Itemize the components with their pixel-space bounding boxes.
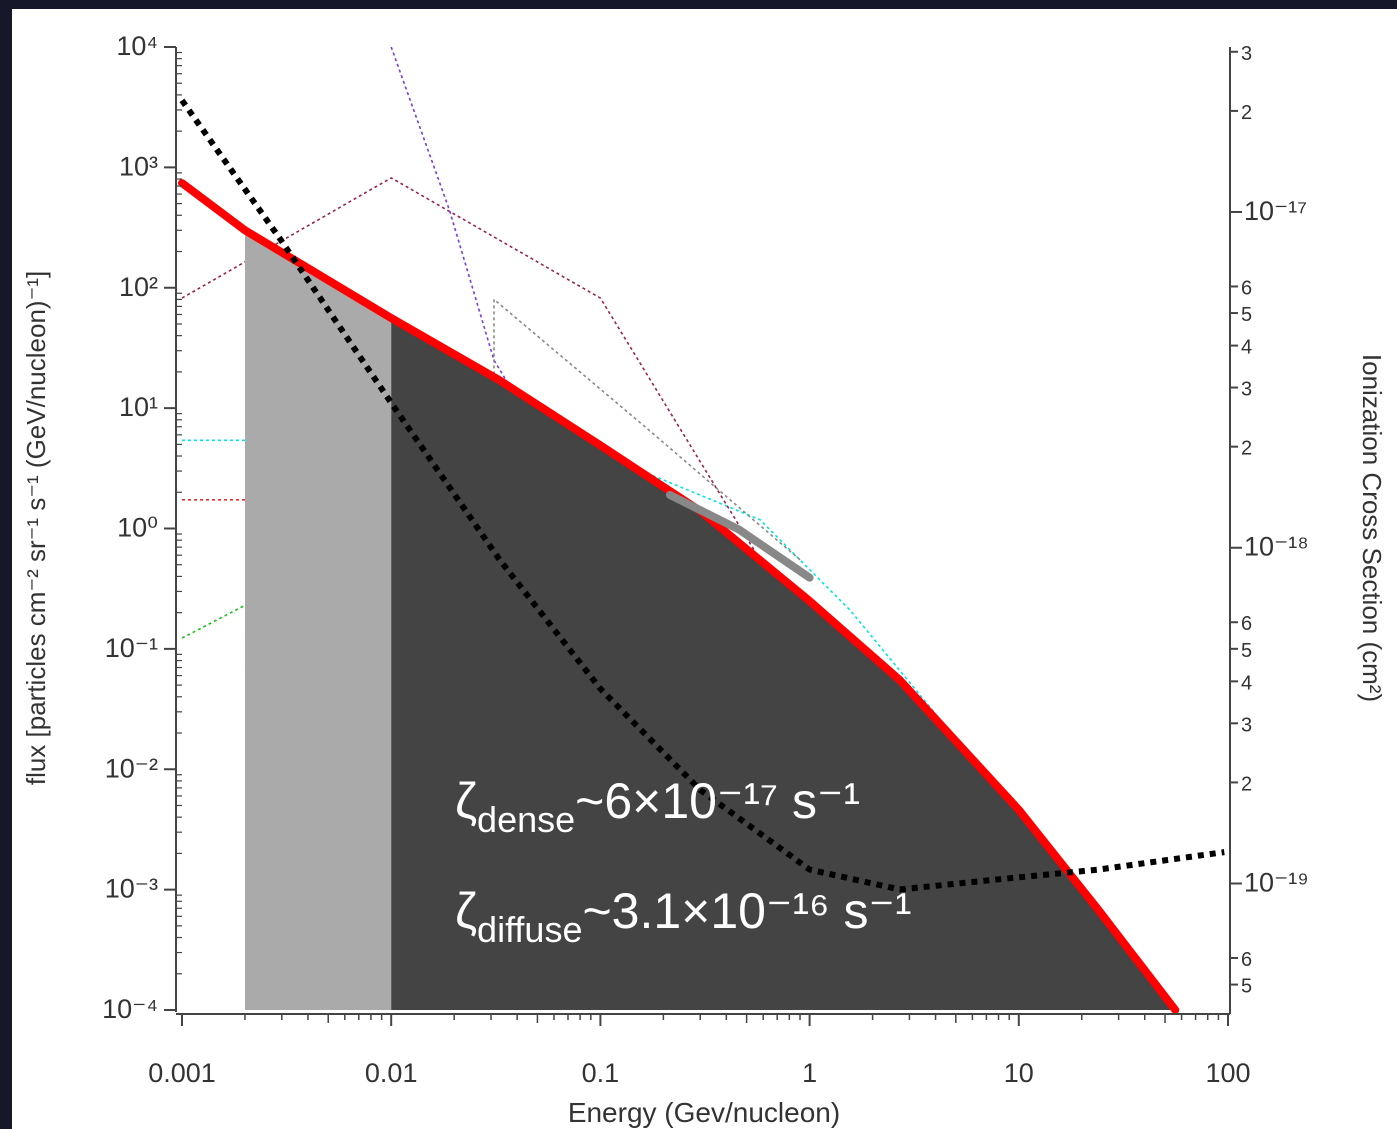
annotation-symbol: ζ (455, 883, 477, 939)
series-line (665, 490, 814, 582)
y2-tick-label: 2 (1241, 438, 1252, 460)
y-tick-label: 10⁻¹ (105, 633, 158, 663)
y2-tick-label: 4 (1241, 337, 1252, 359)
y2-tick-label: 2 (1241, 773, 1252, 795)
y2-tick-label: 5 (1241, 976, 1252, 998)
area-layer (244, 230, 1176, 1011)
shaded-region (391, 318, 1176, 1011)
y2-axis-label: Ionization Cross Section (cm²) (1357, 354, 1387, 702)
x-tick-label: 0.1 (582, 1058, 620, 1088)
y2-tick-label: 4 (1241, 672, 1252, 694)
y-axis-label: flux [particles cm⁻² sr⁻¹ s⁻¹ (GeV/nucle… (21, 271, 51, 785)
y2-tick-label: 3 (1241, 43, 1252, 65)
series-line (390, 46, 511, 388)
y2-tick-label: 6 (1241, 949, 1252, 971)
y2-tick-label: 10⁻¹⁹ (1244, 868, 1309, 898)
y2-tick-label: 2 (1241, 102, 1252, 124)
x-axis-label: Energy (Gev/nucleon) (568, 1097, 840, 1128)
y2-tick-label: 5 (1241, 640, 1252, 662)
series-line (179, 98, 1225, 893)
y-tick-label: 10³ (119, 151, 158, 181)
y2-tick-label: 10⁻¹⁷ (1244, 196, 1307, 226)
y-tick-label: 10⁻² (105, 753, 158, 783)
annotation-text: ~3.1×10⁻¹⁶ s⁻¹ (582, 883, 911, 939)
annotation: ζdense~6×10⁻¹⁷ s⁻¹ (455, 773, 860, 840)
axes-layer: 0.001 0.01 0.1 1 10 100 10⁴ 10³ 10² 10¹ 10⁰ 10⁻¹ 10⁻… (102, 31, 1309, 1088)
series-line (493, 298, 801, 561)
x-tick-label: 1 (802, 1058, 817, 1088)
x-tick-label: 0.01 (365, 1058, 418, 1088)
y-tick-label: 10⁰ (117, 513, 158, 543)
y-tick-label: 10² (119, 272, 158, 302)
annotation-subscript: dense (477, 799, 575, 840)
y2-tick-label: 3 (1241, 379, 1252, 401)
x-tick-label: 10 (1004, 1058, 1034, 1088)
y-tick-label: 10¹ (119, 392, 158, 422)
y-tick-label: 10⁻³ (105, 874, 158, 904)
y-tick-label: 10⁴ (116, 31, 158, 61)
annotation-subscript: diffuse (477, 909, 582, 950)
y2-tick-label: 10⁻¹⁸ (1244, 532, 1309, 562)
annotation: ζdiffuse~3.1×10⁻¹⁶ s⁻¹ (455, 883, 912, 950)
series-line (181, 177, 761, 561)
y-tick-label: 10⁻⁴ (102, 994, 158, 1024)
y2-tick-label: 6 (1241, 277, 1252, 299)
y2-tick-label: 3 (1241, 714, 1252, 736)
annotation-symbol: ζ (455, 773, 477, 829)
x-tick-label: 0.001 (148, 1058, 216, 1088)
x-tick-label: 100 (1205, 1058, 1250, 1088)
shaded-region (244, 230, 392, 1011)
annotation-text: ~6×10⁻¹⁷ s⁻¹ (575, 773, 860, 829)
y2-tick-label: 6 (1241, 613, 1252, 635)
y2-tick-label: 5 (1241, 304, 1252, 326)
